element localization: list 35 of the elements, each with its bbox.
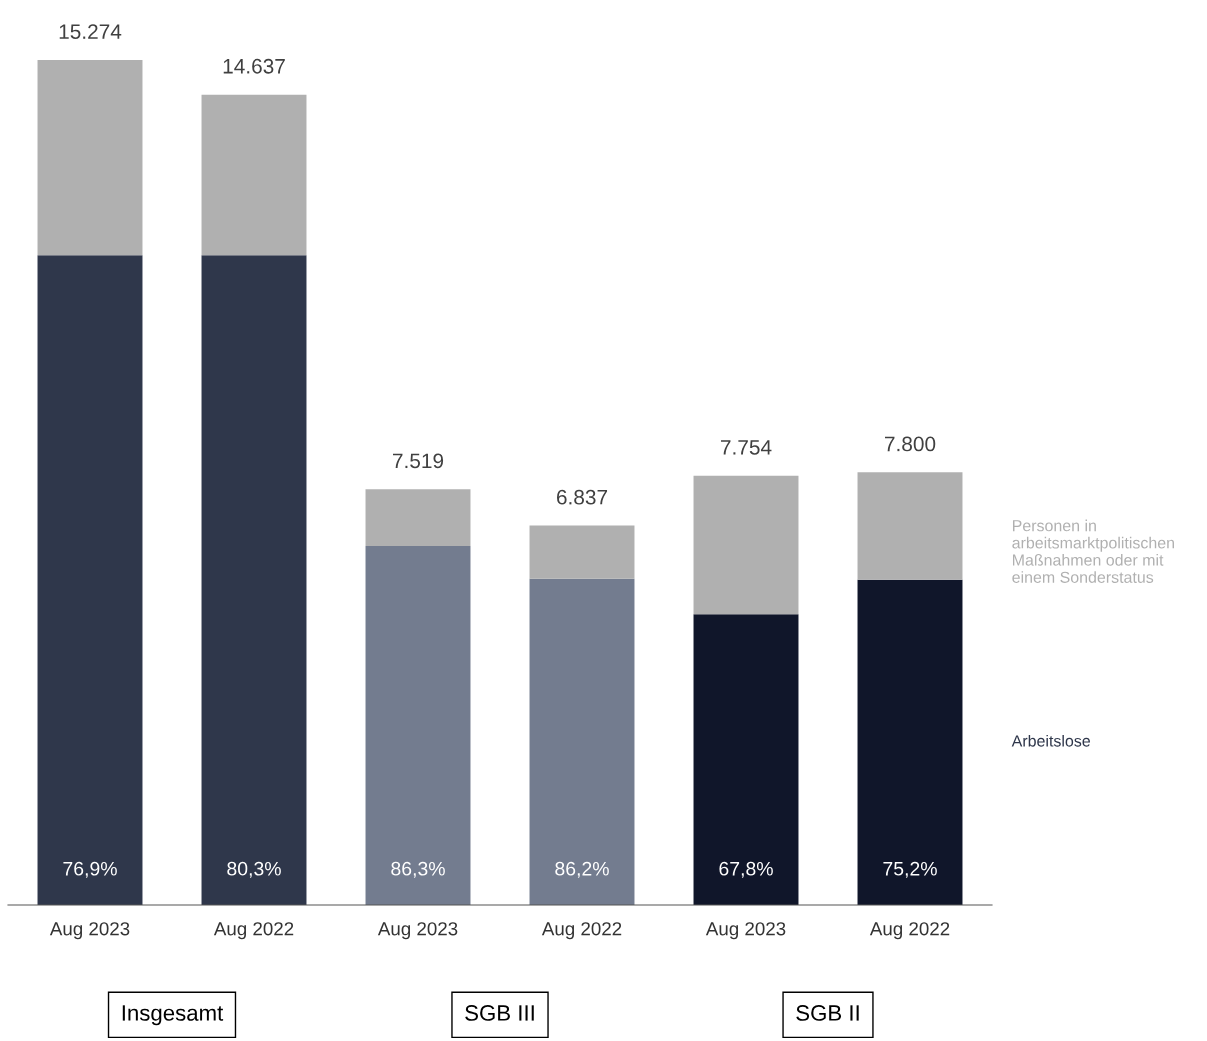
text: SGB II — [796, 1005, 859, 1021]
annotation: 86,3% — [391, 861, 445, 878]
annotation: 7.754 — [721, 440, 772, 455]
bar — [693, 614, 799, 905]
annotation: 86,2% — [555, 861, 609, 878]
text: 15.274 — [59, 24, 122, 39]
text: Insgesamt — [122, 1005, 224, 1026]
x-tick-label: Aug 2023 — [49, 922, 130, 940]
annotation: 75,2% — [883, 861, 937, 878]
text: SGB III — [465, 1005, 534, 1021]
text: Arbeitslose — [1011, 734, 1090, 747]
bar — [365, 489, 471, 546]
bar — [201, 94, 307, 256]
bar — [693, 475, 799, 615]
bar — [529, 578, 635, 905]
annotation: 7.519 — [393, 453, 444, 469]
bar — [37, 255, 143, 905]
x-tick-label: Aug 2023 — [705, 922, 786, 940]
bar — [529, 525, 635, 579]
bar — [857, 472, 963, 580]
bar — [857, 579, 963, 905]
annotation: 7.800 — [885, 436, 936, 452]
annotation: 67,8% — [719, 861, 773, 878]
x-tick-label: Aug 2022 — [869, 922, 950, 940]
x-tick-label: Aug 2022 — [541, 922, 622, 940]
x-tick-label: Aug 2023 — [377, 922, 458, 940]
annotation: 76,9% — [63, 861, 117, 878]
annotation: 6.837 — [556, 489, 608, 505]
annotation: 14.637 — [223, 58, 285, 74]
text: Personen in arbeitsmarktpolitischen Maßnahmen oder mit einem Sonderstatus — [1012, 519, 1174, 583]
annotation: 80,3% — [227, 861, 281, 878]
x-tick-label: Aug 2022 — [213, 922, 294, 940]
bar — [37, 60, 143, 256]
bar — [201, 255, 307, 905]
bar — [365, 545, 471, 905]
